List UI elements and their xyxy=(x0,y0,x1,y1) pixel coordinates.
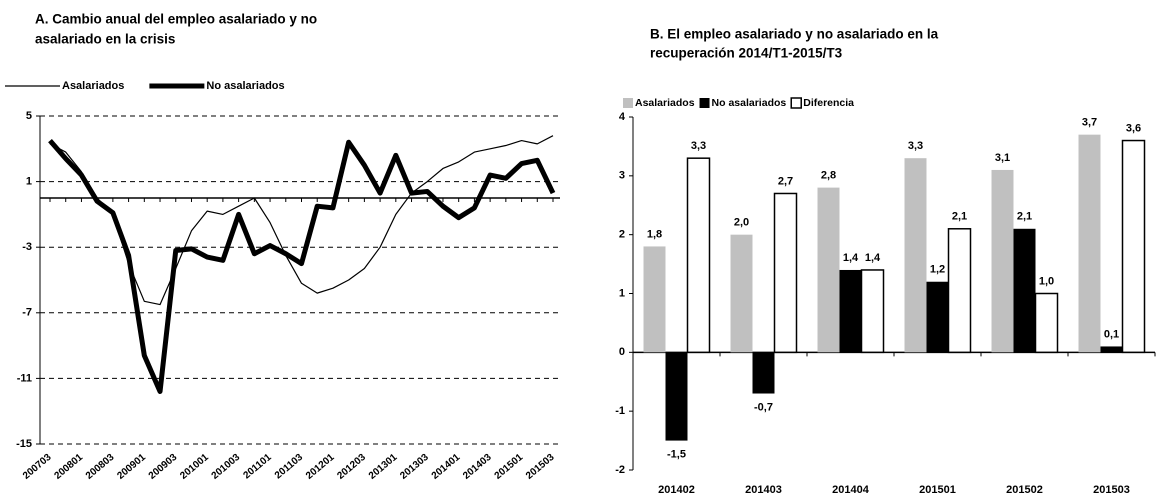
bar xyxy=(1013,228,1036,353)
bar xyxy=(773,192,798,354)
y-tick-label: -7 xyxy=(22,307,32,319)
x-tick-label: 200801 xyxy=(52,452,85,482)
x-tick-label: 201101 xyxy=(241,452,274,482)
legend-label: No asalariados xyxy=(712,97,787,109)
value-label: 0,1 xyxy=(1104,328,1119,340)
x-tick-label: 201203 xyxy=(335,452,368,482)
chart-title: asalariado en la crisis xyxy=(35,32,175,47)
value-label: 3,3 xyxy=(908,140,923,152)
x-tick-label: 201103 xyxy=(273,452,306,482)
legend-label: Asalariados xyxy=(62,80,124,92)
y-tick-label: 3 xyxy=(619,170,625,182)
bar xyxy=(665,352,688,441)
x-tick-label: 201502 xyxy=(1006,484,1043,496)
bar xyxy=(926,281,949,353)
legend-label: Diferencia xyxy=(803,97,854,109)
value-label: 2,8 xyxy=(821,170,836,182)
x-tick-label: 201503 xyxy=(1093,484,1130,496)
value-label: 1,4 xyxy=(865,252,881,264)
value-label: 1,4 xyxy=(843,252,859,264)
y-tick-label: 2 xyxy=(619,229,625,241)
x-tick-label: 200803 xyxy=(84,452,117,482)
bar xyxy=(1078,134,1101,353)
y-tick-label: -3 xyxy=(22,241,32,253)
value-label: 1,2 xyxy=(930,264,945,276)
x-tick-label: 201501 xyxy=(919,484,956,496)
bar xyxy=(991,169,1014,353)
bar xyxy=(686,157,711,354)
bar xyxy=(1121,139,1146,354)
legend-swatch xyxy=(790,97,802,109)
bar xyxy=(947,228,972,354)
value-label: 3,7 xyxy=(1082,117,1097,129)
value-label: 2,0 xyxy=(734,217,749,229)
x-tick-label: 201303 xyxy=(398,452,431,482)
value-label: 1,8 xyxy=(647,228,662,240)
y-tick-label: 1 xyxy=(619,287,625,299)
legend-label: Asalariados xyxy=(635,97,695,109)
value-label: 3,1 xyxy=(995,152,1010,164)
value-label: 2,7 xyxy=(778,175,793,187)
value-label: 3,3 xyxy=(691,140,706,152)
bar xyxy=(904,158,927,353)
x-tick-label: 201404 xyxy=(832,484,870,496)
chart-title: B. El empleo asalariado y no asalariado … xyxy=(650,27,939,42)
value-label: 3,6 xyxy=(1126,122,1141,134)
bar xyxy=(1034,292,1059,354)
x-tick-label: 201301 xyxy=(367,452,400,482)
value-label: -1,5 xyxy=(667,448,686,460)
y-tick-label: -11 xyxy=(17,372,32,384)
y-tick-label: 5 xyxy=(26,110,32,122)
legend-label: No asalariados xyxy=(206,80,284,92)
bar xyxy=(643,246,666,353)
x-tick-label: 201501 xyxy=(493,452,526,482)
y-tick-label: -1 xyxy=(615,405,625,417)
x-tick-label: 200901 xyxy=(115,452,148,482)
y-tick-label: -2 xyxy=(615,464,625,476)
y-tick-label: 0 xyxy=(619,346,625,358)
x-tick-label: 201503 xyxy=(524,452,557,482)
bar xyxy=(817,187,840,353)
x-tick-label: 201403 xyxy=(745,484,782,496)
chart-title: recuperación 2014/T1-2015/T3 xyxy=(650,46,843,61)
bar xyxy=(730,234,753,353)
x-tick-label: 200903 xyxy=(147,452,180,482)
y-tick-label: 1 xyxy=(26,176,32,188)
bar xyxy=(839,269,862,353)
legend-swatch xyxy=(623,98,633,108)
x-tick-label: 201201 xyxy=(304,452,337,482)
series-line xyxy=(48,138,556,395)
x-tick-label: 201402 xyxy=(658,484,695,496)
y-tick-label: 4 xyxy=(619,111,626,123)
bar xyxy=(1100,346,1123,353)
bar xyxy=(860,269,885,354)
x-tick-label: 200703 xyxy=(21,452,54,482)
value-label: -0,7 xyxy=(754,401,773,413)
bar xyxy=(752,352,775,394)
x-tick-label: 201003 xyxy=(210,452,243,482)
y-tick-label: -15 xyxy=(16,438,32,450)
value-label: 1,0 xyxy=(1039,275,1054,287)
x-tick-label: 201403 xyxy=(461,452,494,482)
chart-title: A. Cambio anual del empleo asalariado y … xyxy=(35,12,317,27)
legend-swatch xyxy=(699,98,710,108)
x-tick-label: 201001 xyxy=(178,452,211,482)
value-label: 2,1 xyxy=(1017,211,1032,223)
x-tick-label: 201401 xyxy=(430,452,463,482)
series-line xyxy=(49,135,554,306)
value-label: 2,1 xyxy=(952,211,967,223)
